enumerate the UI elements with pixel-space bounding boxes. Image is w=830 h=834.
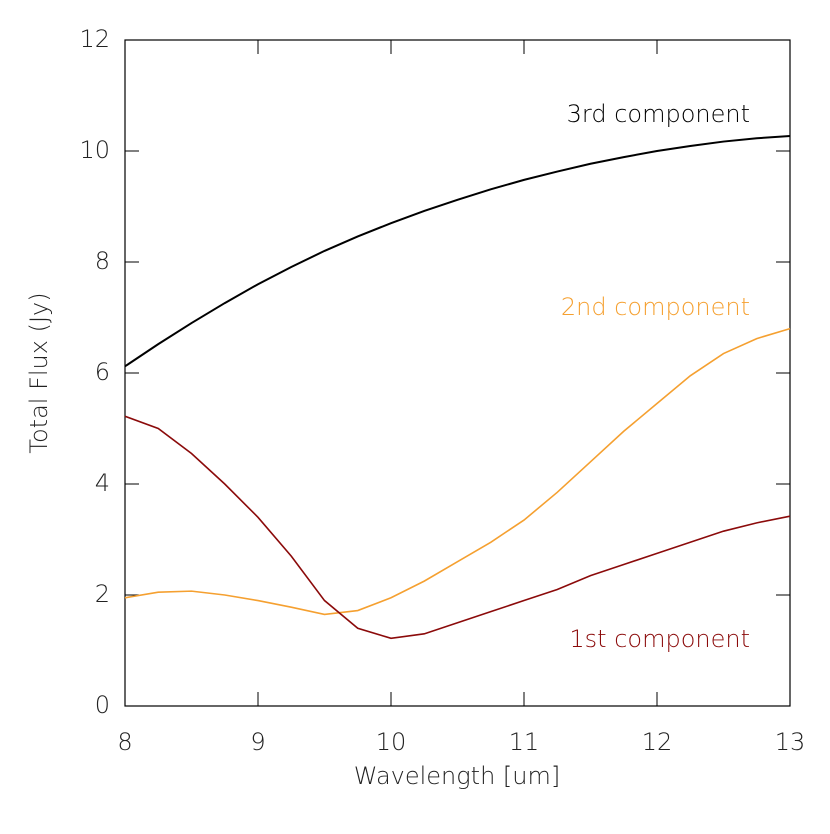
x-tick-label: 11 — [509, 728, 540, 756]
x-tick-label: 12 — [642, 728, 673, 756]
series-line — [124, 415, 791, 640]
x-tick-label: 10 — [376, 728, 407, 756]
x-axis-title: Wavelength [um] — [354, 762, 560, 790]
series-line — [124, 327, 791, 616]
x-tick-label: 9 — [250, 728, 265, 756]
series-label: 2nd component — [561, 293, 750, 321]
y-tick-label: 2 — [95, 580, 110, 608]
x-tick-label: 8 — [117, 728, 132, 756]
y-axis-title: Total Flux (Jy) — [25, 292, 53, 453]
series-label: 3rd component — [567, 100, 750, 128]
y-tick-label: 4 — [95, 469, 110, 497]
y-tick-label: 12 — [79, 25, 110, 53]
series-label: 1st component — [569, 625, 750, 653]
y-tick-label: 6 — [95, 358, 110, 386]
y-tick-label: 10 — [79, 136, 110, 164]
series-line — [124, 135, 791, 368]
plot-frame — [124, 39, 791, 707]
y-tick-label: 0 — [95, 691, 110, 719]
y-tick-label: 8 — [95, 247, 110, 275]
x-tick-label: 13 — [775, 728, 806, 756]
